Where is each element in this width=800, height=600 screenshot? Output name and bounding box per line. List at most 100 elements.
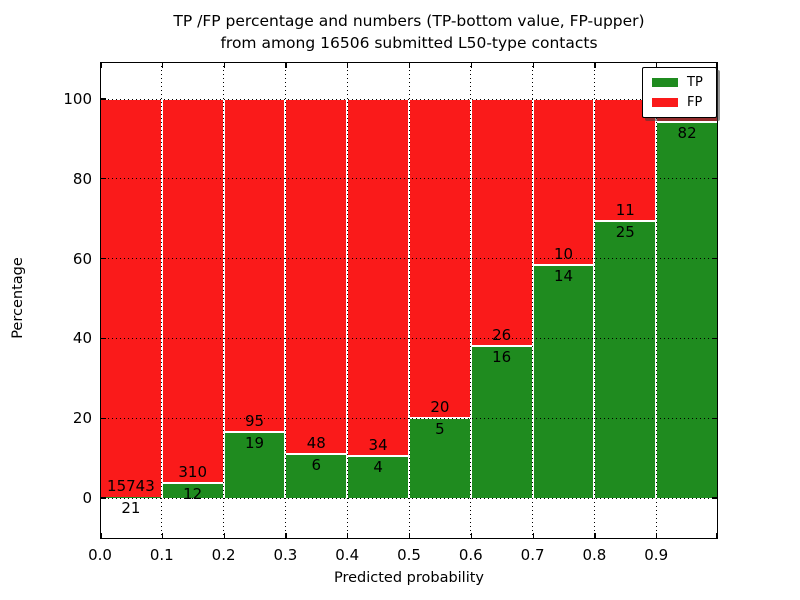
x-tick-top — [470, 62, 472, 68]
tp-swatch-icon — [652, 78, 678, 87]
bar-label-fp: 95 — [244, 411, 265, 430]
x-tick-label: 0.9 — [644, 546, 669, 564]
bar-segment-tp — [595, 220, 656, 498]
bar-segment-tp — [471, 346, 532, 498]
legend-item-tp: TP — [652, 74, 708, 91]
bar-segment-tp — [224, 431, 285, 498]
gridline-vertical — [470, 62, 472, 539]
bar-segment-fp — [471, 99, 532, 346]
y-axis-label: Percentage — [10, 257, 26, 339]
chart-title: TP /FP percentage and numbers (TP-bottom… — [91, 10, 727, 54]
bar-boundary-edge — [657, 120, 717, 123]
bar-segment-tp — [162, 483, 223, 498]
chart-title-line1: TP /FP percentage and numbers (TP-bottom… — [173, 12, 645, 30]
y-tick-label: 0 — [82, 489, 92, 507]
bar-segment-tp — [348, 456, 408, 498]
x-tick-label: 0.5 — [397, 546, 421, 564]
y-tick-label: 60 — [72, 249, 92, 268]
x-tick-top — [594, 62, 596, 68]
y-tick-label: 80 — [72, 169, 92, 188]
x-tick-top — [409, 62, 411, 68]
bar-label-fp: 310 — [178, 463, 208, 482]
bar-label-tp: 14 — [553, 267, 574, 286]
bar-label-tp: 19 — [244, 433, 265, 452]
legend-label-fp: FP — [687, 95, 703, 110]
x-tick-bottom — [285, 533, 287, 539]
x-tick-label: 0.7 — [520, 546, 545, 564]
x-tick-top — [716, 62, 718, 68]
x-tick-bottom — [716, 533, 718, 539]
gridline-vertical — [408, 62, 410, 539]
x-tick-top — [161, 62, 163, 68]
bar-segment-fp — [162, 99, 223, 484]
bar-segment-fp — [286, 99, 347, 454]
bar-segment-tp — [410, 418, 470, 498]
gridline-vertical — [593, 62, 595, 539]
x-tick-bottom — [347, 533, 349, 539]
bar-label-fp: 34 — [368, 436, 388, 454]
y-tick-label: 40 — [72, 329, 92, 348]
x-axis-label: Predicted probability — [333, 570, 485, 586]
legend-label-tp: TP — [687, 75, 703, 90]
bar-label-fp: 15743 — [107, 477, 155, 496]
bar-label-fp: 20 — [430, 398, 450, 417]
x-tick-label: 0.0 — [88, 546, 112, 564]
x-tick-top — [100, 62, 102, 68]
bar-segment-tp — [657, 121, 717, 498]
x-tick-top — [656, 62, 658, 68]
y-tick-left — [100, 417, 106, 419]
y-tick-left — [100, 337, 106, 339]
gridline-vertical — [532, 62, 534, 539]
x-tick-bottom — [656, 533, 658, 539]
y-tick-right — [712, 417, 718, 419]
bar-segment-fp — [224, 99, 285, 432]
bar-label-tp: 25 — [615, 222, 635, 241]
bar-segment-fp — [595, 99, 656, 221]
y-tick-label: 20 — [72, 409, 92, 428]
bar-segment-fp — [348, 99, 408, 456]
plot-area: 1574321310129519486344205261610141125582 — [100, 62, 718, 539]
x-tick-label: 0.2 — [211, 546, 236, 564]
bar-label-tp: 5 — [435, 420, 445, 439]
x-tick-label: 0.6 — [458, 546, 483, 564]
x-tick-top — [532, 62, 534, 68]
x-tick-top — [285, 62, 287, 68]
x-tick-bottom — [594, 533, 596, 539]
x-tick-bottom — [470, 533, 472, 539]
bar-label-fp: 26 — [492, 326, 512, 344]
bar-label-fp: 11 — [615, 200, 635, 219]
bar-boundary-edge — [595, 219, 656, 222]
gridline-vertical — [655, 62, 657, 539]
bar-label-fp: 48 — [306, 433, 326, 452]
x-tick-top — [223, 62, 225, 68]
gridline-vertical — [161, 62, 163, 539]
y-tick-right — [712, 337, 718, 339]
legend: TP FP — [642, 67, 717, 118]
gridline-vertical — [284, 62, 286, 539]
bar-segment-fp — [533, 99, 594, 266]
bar-boundary-edge — [533, 264, 594, 267]
y-tick-right — [712, 497, 718, 499]
x-tick-top — [347, 62, 349, 68]
bar-boundary-edge — [348, 455, 408, 457]
y-tick-left — [100, 497, 106, 499]
x-tick-bottom — [100, 533, 102, 539]
y-tick-right — [712, 178, 718, 180]
gridline-vertical — [346, 62, 348, 539]
x-tick-label: 0.3 — [273, 546, 298, 564]
bar-label-tp: 16 — [492, 348, 512, 366]
bar-label-tp: 21 — [121, 499, 141, 518]
bar-label-tp: 4 — [373, 458, 383, 476]
y-tick-left — [100, 258, 106, 260]
gridline-vertical — [223, 62, 225, 539]
bar-boundary-edge — [471, 345, 532, 347]
y-tick-left — [100, 98, 106, 100]
bar-label-fp: 10 — [553, 245, 574, 264]
x-tick-bottom — [161, 533, 163, 539]
bar-segment-tp — [286, 453, 347, 498]
bar-label-tp: 6 — [311, 455, 322, 474]
x-tick-label: 0.1 — [149, 546, 174, 564]
x-tick-bottom — [223, 533, 225, 539]
bar-segment-tp — [533, 265, 594, 498]
